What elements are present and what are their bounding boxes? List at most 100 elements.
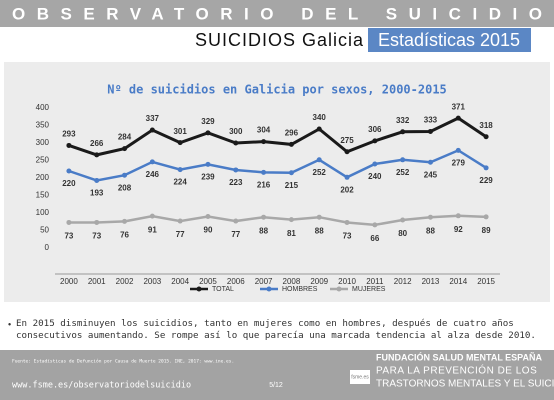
marker (205, 161, 211, 167)
marker (149, 127, 155, 133)
marker (66, 142, 72, 148)
data-label: 329 (201, 117, 215, 126)
data-label: 73 (343, 232, 352, 241)
url: www.fsme.es/observatoriodelsuicidio (12, 381, 191, 391)
data-label: 88 (426, 226, 435, 235)
data-label: 77 (176, 230, 185, 239)
data-label: 293 (62, 130, 76, 139)
data-label: 77 (231, 230, 240, 239)
chart-panel (4, 62, 550, 302)
data-label: 215 (285, 181, 299, 190)
legend-label: HOMBRES (282, 286, 318, 293)
footer-bar (0, 350, 554, 400)
x-tick-label: 2012 (394, 277, 412, 286)
data-label: 306 (368, 125, 382, 134)
marker (66, 168, 72, 174)
data-label: 337 (146, 114, 160, 123)
data-label: 66 (370, 234, 379, 243)
legend-marker (196, 286, 202, 292)
marker (233, 167, 239, 173)
banner (0, 0, 554, 27)
org-line: FUNDACIÓN SALUD MENTAL ESPAÑA (376, 351, 542, 362)
marker (372, 222, 378, 228)
marker (427, 214, 433, 220)
data-label: 193 (90, 189, 104, 198)
marker (149, 213, 155, 219)
data-label: 266 (90, 139, 104, 148)
legend-label: MUJERES (352, 286, 386, 293)
org-line: PARA LA PREVENCIÓN DE LOS (376, 364, 537, 377)
y-tick-label: 100 (36, 208, 50, 217)
logo: fsme.es (351, 374, 369, 380)
data-label: 318 (479, 121, 493, 130)
x-tick-label: 2013 (422, 277, 440, 286)
data-label: 304 (257, 126, 271, 135)
plot: 0 50 100 150 200 250 300 350 400 2000 2001 2002 2003… (36, 102, 500, 293)
series-line (68, 148, 487, 182)
x-tick-label: 2011 (366, 277, 384, 286)
x-tick-label: 2009 (310, 277, 328, 286)
subtitle-box (368, 28, 531, 52)
marker (483, 214, 489, 220)
data-label: 91 (148, 225, 157, 234)
data-label: 300 (229, 127, 243, 136)
data-label: 252 (396, 168, 410, 177)
data-label: 88 (259, 226, 268, 235)
x-tick-label: 2014 (449, 277, 467, 286)
marker (122, 172, 128, 178)
marker (400, 129, 406, 135)
marker (205, 130, 211, 136)
x-tick-label: 2008 (283, 277, 301, 286)
data-label: 216 (257, 181, 271, 190)
data-label: 252 (313, 168, 327, 177)
data-label: 333 (424, 116, 438, 125)
data-label: 246 (146, 170, 160, 179)
data-label: 81 (287, 229, 296, 238)
data-label: 88 (315, 226, 324, 235)
x-tick-label: 2005 (199, 277, 217, 286)
marker (177, 218, 183, 224)
slide-subtitle: Estadísticas 2015 (378, 30, 520, 50)
data-label: 245 (424, 170, 438, 179)
data-label: 371 (452, 102, 466, 111)
y-tick-label: 300 (36, 138, 50, 147)
marker (177, 167, 183, 173)
marker (288, 217, 294, 223)
marker (122, 146, 128, 152)
x-tick-label: 2007 (255, 277, 273, 286)
data-label: 224 (173, 178, 187, 187)
data-label: 332 (396, 116, 410, 125)
y-tick-label: 200 (36, 173, 50, 182)
data-label: 240 (368, 172, 382, 181)
data-label: 239 (201, 172, 215, 181)
legend-label: TOTAL (212, 286, 234, 293)
data-label: 80 (398, 229, 407, 238)
data-label: 275 (340, 136, 354, 145)
y-tick-label: 400 (36, 103, 50, 112)
marker (94, 177, 100, 183)
x-tick-label: 2001 (88, 277, 106, 286)
data-label: 223 (229, 178, 243, 187)
source: Fuente: Estadísticas de Defunción por Ca… (12, 358, 234, 365)
note-box: En 2015 disminuyen los suicidios, tanto … (16, 318, 536, 341)
marker (149, 159, 155, 165)
data-label: 220 (62, 179, 76, 188)
x-tick-label: 2006 (227, 277, 245, 286)
marker (233, 140, 239, 146)
data-label: 73 (92, 232, 101, 241)
org-line: TRASTORNOS MENTALES Y EL SUICIDIO (376, 379, 554, 390)
data-label: 89 (482, 226, 491, 235)
marker (316, 214, 322, 220)
y-tick-label: 50 (40, 226, 49, 235)
marker (94, 219, 100, 225)
data-label: 76 (120, 231, 129, 240)
legend-marker (266, 286, 272, 292)
note: En 2015 disminuyen los suicidios, tanto … (16, 318, 536, 341)
marker (94, 152, 100, 158)
data-label: 92 (454, 225, 463, 234)
logo-box (350, 370, 370, 384)
data-label: 229 (479, 176, 493, 185)
marker (66, 219, 72, 225)
marker (344, 174, 350, 180)
